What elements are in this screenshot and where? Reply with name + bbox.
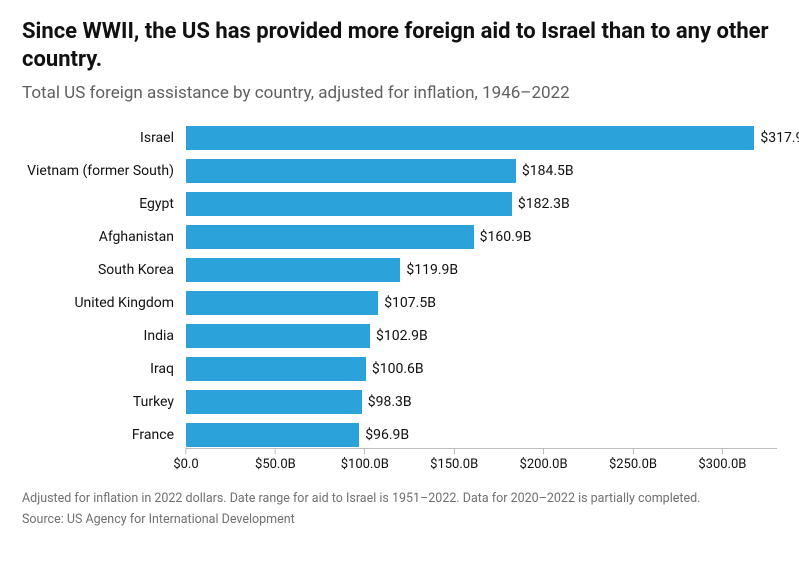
category-label: Iraq xyxy=(22,361,186,377)
value-label: $184.5B xyxy=(516,158,574,184)
bar-zone: $184.5B xyxy=(186,158,777,184)
bar xyxy=(186,225,474,249)
value-label: $107.5B xyxy=(378,290,436,316)
bar-zone: $160.9B xyxy=(186,224,777,250)
bar xyxy=(186,357,366,381)
bar-zone: $119.9B xyxy=(186,257,777,283)
chart-container: Since WWII, the US has provided more for… xyxy=(0,0,799,546)
value-label: $119.9B xyxy=(400,257,458,283)
category-label: South Korea xyxy=(22,262,186,278)
bar xyxy=(186,258,400,282)
bar xyxy=(186,291,378,315)
x-tick: $250.0B xyxy=(609,448,657,472)
category-label: Vietnam (former South) xyxy=(22,163,186,179)
bar xyxy=(186,423,359,447)
category-label: France xyxy=(22,427,186,443)
bar-row: Vietnam (former South) $184.5B xyxy=(22,158,777,184)
x-axis-ticks: $0.0$50.0B$100.0B$150.0B$200.0B$250.0B$3… xyxy=(186,448,777,476)
category-label: India xyxy=(22,328,186,344)
x-tick-label: $0.0 xyxy=(173,457,198,472)
value-label: $98.3B xyxy=(362,389,412,415)
value-label: $317.9B xyxy=(754,125,799,151)
x-tick-label: $250.0B xyxy=(609,457,657,472)
x-tick: $100.0B xyxy=(341,448,389,472)
bar-row: Afghanistan $160.9B xyxy=(22,224,777,250)
category-label: Israel xyxy=(22,130,186,146)
bar xyxy=(186,390,362,414)
bar-row: Egypt $182.3B xyxy=(22,191,777,217)
chart-subtitle: Total US foreign assistance by country, … xyxy=(22,83,777,103)
category-label: Turkey xyxy=(22,394,186,410)
x-tick: $300.0B xyxy=(698,448,746,472)
bar-row: South Korea $119.9B xyxy=(22,257,777,283)
bar-zone: $317.9B xyxy=(186,125,777,151)
bar-zone: $182.3B xyxy=(186,191,777,217)
x-tick-label: $200.0B xyxy=(520,457,568,472)
bar xyxy=(186,192,512,216)
category-label: Egypt xyxy=(22,196,186,212)
chart-title: Since WWII, the US has provided more for… xyxy=(22,18,777,73)
x-tick: $0.0 xyxy=(173,448,198,472)
x-axis: $0.0 $50.0B $100.0B $150.0B $200.0B $250.0B $3… xyxy=(22,448,777,476)
value-label: $182.3B xyxy=(512,191,570,217)
footnote-line: Source: US Agency for International Deve… xyxy=(22,511,777,530)
bar-rows: Israel$317.9BVietnam (former South)$184.… xyxy=(22,125,777,448)
bar xyxy=(186,324,370,348)
value-label: $96.9B xyxy=(359,422,409,448)
bar xyxy=(186,126,754,150)
bar-row: India $102.9B xyxy=(22,323,777,349)
bar-row: United Kingdom $107.5B xyxy=(22,290,777,316)
bar-row: Turkey $98.3B xyxy=(22,389,777,415)
bar-zone: $102.9B xyxy=(186,323,777,349)
category-label: Afghanistan xyxy=(22,229,186,245)
x-tick: $50.0B xyxy=(255,448,296,472)
category-label: United Kingdom xyxy=(22,295,186,311)
bar-zone: $96.9B xyxy=(186,422,777,448)
x-tick-label: $50.0B xyxy=(255,457,296,472)
value-label: $160.9B xyxy=(474,224,532,250)
bar-zone: $98.3B xyxy=(186,389,777,415)
bar-row: Iraq $100.6B xyxy=(22,356,777,382)
x-tick-label: $300.0B xyxy=(698,457,746,472)
bar-zone: $107.5B xyxy=(186,290,777,316)
x-tick-label: $100.0B xyxy=(341,457,389,472)
bar-row: France $96.9B xyxy=(22,422,777,448)
chart-plot: Israel$317.9BVietnam (former South)$184.… xyxy=(22,125,777,476)
footnote-line: Adjusted for inflation in 2022 dollars. … xyxy=(22,490,777,509)
bar-zone: $100.6B xyxy=(186,356,777,382)
chart-footnote: Adjusted for inflation in 2022 dollars. … xyxy=(22,490,777,530)
x-tick: $200.0B xyxy=(520,448,568,472)
x-tick-label: $150.0B xyxy=(430,457,478,472)
value-label: $102.9B xyxy=(370,323,428,349)
value-label: $100.6B xyxy=(366,356,424,382)
x-tick: $150.0B xyxy=(430,448,478,472)
bar xyxy=(186,159,516,183)
bar-row: Israel$317.9B xyxy=(22,125,777,151)
